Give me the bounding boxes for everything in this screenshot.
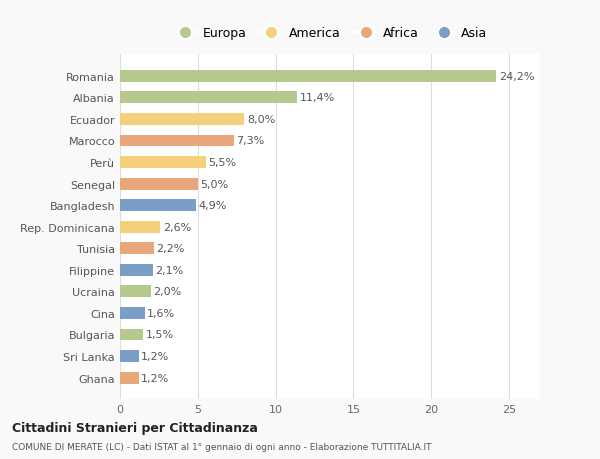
Text: 8,0%: 8,0%	[247, 115, 275, 125]
Text: 2,6%: 2,6%	[163, 222, 191, 232]
Text: 24,2%: 24,2%	[499, 72, 534, 82]
Bar	[120, 264, 152, 276]
Text: 7,3%: 7,3%	[236, 136, 264, 146]
Bar	[120, 178, 198, 190]
Bar	[120, 114, 244, 126]
Bar	[120, 200, 196, 212]
Bar	[120, 350, 139, 362]
Bar	[120, 308, 145, 319]
Text: Cittadini Stranieri per Cittadinanza: Cittadini Stranieri per Cittadinanza	[12, 421, 258, 434]
Bar	[120, 92, 298, 104]
Bar	[120, 221, 160, 233]
Text: 1,6%: 1,6%	[147, 308, 175, 318]
Bar	[120, 243, 154, 255]
Text: 2,0%: 2,0%	[154, 287, 182, 297]
Text: 2,2%: 2,2%	[157, 244, 185, 254]
Bar	[120, 157, 206, 168]
Text: 4,9%: 4,9%	[199, 201, 227, 211]
Text: 5,0%: 5,0%	[200, 179, 228, 189]
Text: 1,2%: 1,2%	[141, 373, 169, 383]
Bar	[120, 329, 143, 341]
Bar	[120, 286, 151, 297]
Text: 2,1%: 2,1%	[155, 265, 183, 275]
Text: 1,2%: 1,2%	[141, 351, 169, 361]
Bar	[120, 372, 139, 384]
Text: 11,4%: 11,4%	[299, 93, 335, 103]
Text: 5,5%: 5,5%	[208, 158, 236, 168]
Bar	[120, 71, 496, 83]
Bar	[120, 135, 233, 147]
Text: COMUNE DI MERATE (LC) - Dati ISTAT al 1° gennaio di ogni anno - Elaborazione TUT: COMUNE DI MERATE (LC) - Dati ISTAT al 1°…	[12, 442, 431, 451]
Legend: Europa, America, Africa, Asia: Europa, America, Africa, Asia	[169, 23, 491, 44]
Text: 1,5%: 1,5%	[146, 330, 174, 340]
